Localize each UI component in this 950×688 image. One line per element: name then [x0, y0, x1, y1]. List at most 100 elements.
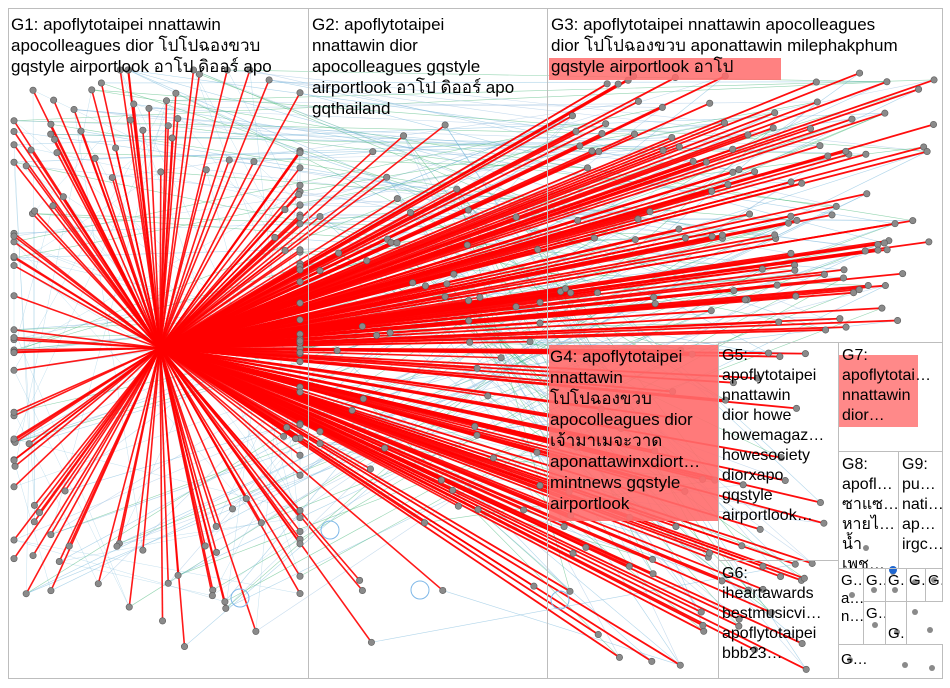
graph-node [567, 289, 575, 297]
graph-node [892, 587, 898, 593]
graph-node [708, 232, 716, 240]
graph-node [363, 257, 371, 265]
graph-node [296, 164, 304, 172]
hub-edge [13, 295, 161, 349]
graph-node [489, 454, 497, 462]
hub-edge [159, 347, 749, 591]
graph-node [520, 506, 528, 514]
graph-node [47, 130, 55, 138]
minor-edge [50, 133, 849, 155]
graph-node [836, 315, 844, 323]
graph-node [441, 293, 449, 301]
hub-edge [159, 347, 301, 577]
graph-node [10, 141, 18, 149]
graph-node [566, 587, 574, 595]
graph-node [333, 347, 341, 355]
graph-node [202, 166, 210, 174]
graph-node [536, 298, 544, 306]
graph-node [883, 78, 891, 86]
graph-node [787, 212, 795, 220]
hub-edge [159, 287, 566, 349]
graph-node [572, 127, 580, 135]
graph-node [164, 579, 172, 587]
minor-edge [59, 561, 213, 596]
graph-node [88, 86, 96, 94]
graph-node [296, 590, 304, 598]
hub-edge [159, 347, 580, 483]
graph-node [10, 253, 18, 261]
graph-node [899, 270, 907, 278]
graph-node [801, 350, 809, 358]
graph-node [849, 592, 855, 598]
graph-node [296, 451, 304, 459]
hub-edge [159, 347, 257, 632]
graph-node [816, 499, 824, 507]
hub-edge [64, 347, 161, 492]
graph-node [316, 267, 324, 275]
hub-edge [159, 347, 653, 663]
graph-node [855, 286, 863, 294]
minor-edge [212, 438, 296, 596]
hub-edge [159, 235, 713, 349]
graph-node [828, 211, 836, 219]
graph-node [10, 483, 18, 491]
graph-node [735, 615, 743, 623]
self-loop [410, 580, 430, 600]
graph-node [51, 135, 59, 143]
graph-node [174, 571, 182, 579]
graph-node [925, 238, 933, 246]
graph-node [61, 487, 69, 495]
graph-node [729, 168, 737, 176]
graph-node [316, 439, 324, 447]
graph-node [615, 653, 623, 661]
hub-edge [100, 82, 161, 349]
graph-node [781, 477, 789, 485]
minor-edge [13, 131, 879, 251]
graph-node [784, 219, 792, 227]
hub-edge [97, 347, 161, 584]
graph-node [832, 202, 840, 210]
graph-node [536, 319, 544, 327]
graph-node [746, 210, 754, 218]
hub-edge [127, 69, 161, 349]
group-g13-box: G… [906, 568, 926, 602]
group-g1-box: G1: apoflytotaipei nnattawin apocolleagu… [8, 8, 309, 679]
graph-node [871, 587, 877, 593]
graph-node [164, 122, 172, 130]
minor-edge [50, 100, 167, 535]
group-g15-box: G… [863, 601, 886, 645]
graph-node [381, 444, 389, 452]
hub-edge [159, 347, 570, 493]
graph-node [450, 270, 458, 278]
graph-node [894, 629, 900, 635]
graph-node [861, 247, 869, 255]
graph-node [163, 97, 171, 105]
graph-node [53, 149, 61, 157]
hub-edge [13, 347, 161, 372]
group-g1-label: G1: apoflytotaipei nnattawin apocolleagu… [11, 15, 272, 76]
hub-edge [13, 161, 161, 349]
graph-node [10, 232, 18, 240]
graph-node [891, 220, 899, 228]
graph-node [358, 587, 366, 595]
hub-edge [159, 145, 680, 349]
graph-node [265, 76, 273, 84]
graph-node [681, 234, 689, 242]
minor-edge [446, 283, 681, 351]
graph-node [296, 89, 304, 97]
hub-edge [159, 329, 826, 349]
graph-node [648, 657, 656, 665]
graph-node [124, 66, 132, 74]
graph-node [738, 542, 746, 550]
graph-node [793, 404, 801, 412]
minor-edge [13, 539, 301, 594]
graph-node [874, 246, 882, 254]
minor-edge [224, 167, 588, 602]
hub-edge [159, 347, 364, 592]
graph-node [625, 562, 633, 570]
label-highlight [549, 345, 719, 521]
graph-node [863, 545, 869, 551]
graph-node [441, 121, 449, 129]
graph-node [97, 79, 105, 87]
graph-node [771, 109, 779, 117]
